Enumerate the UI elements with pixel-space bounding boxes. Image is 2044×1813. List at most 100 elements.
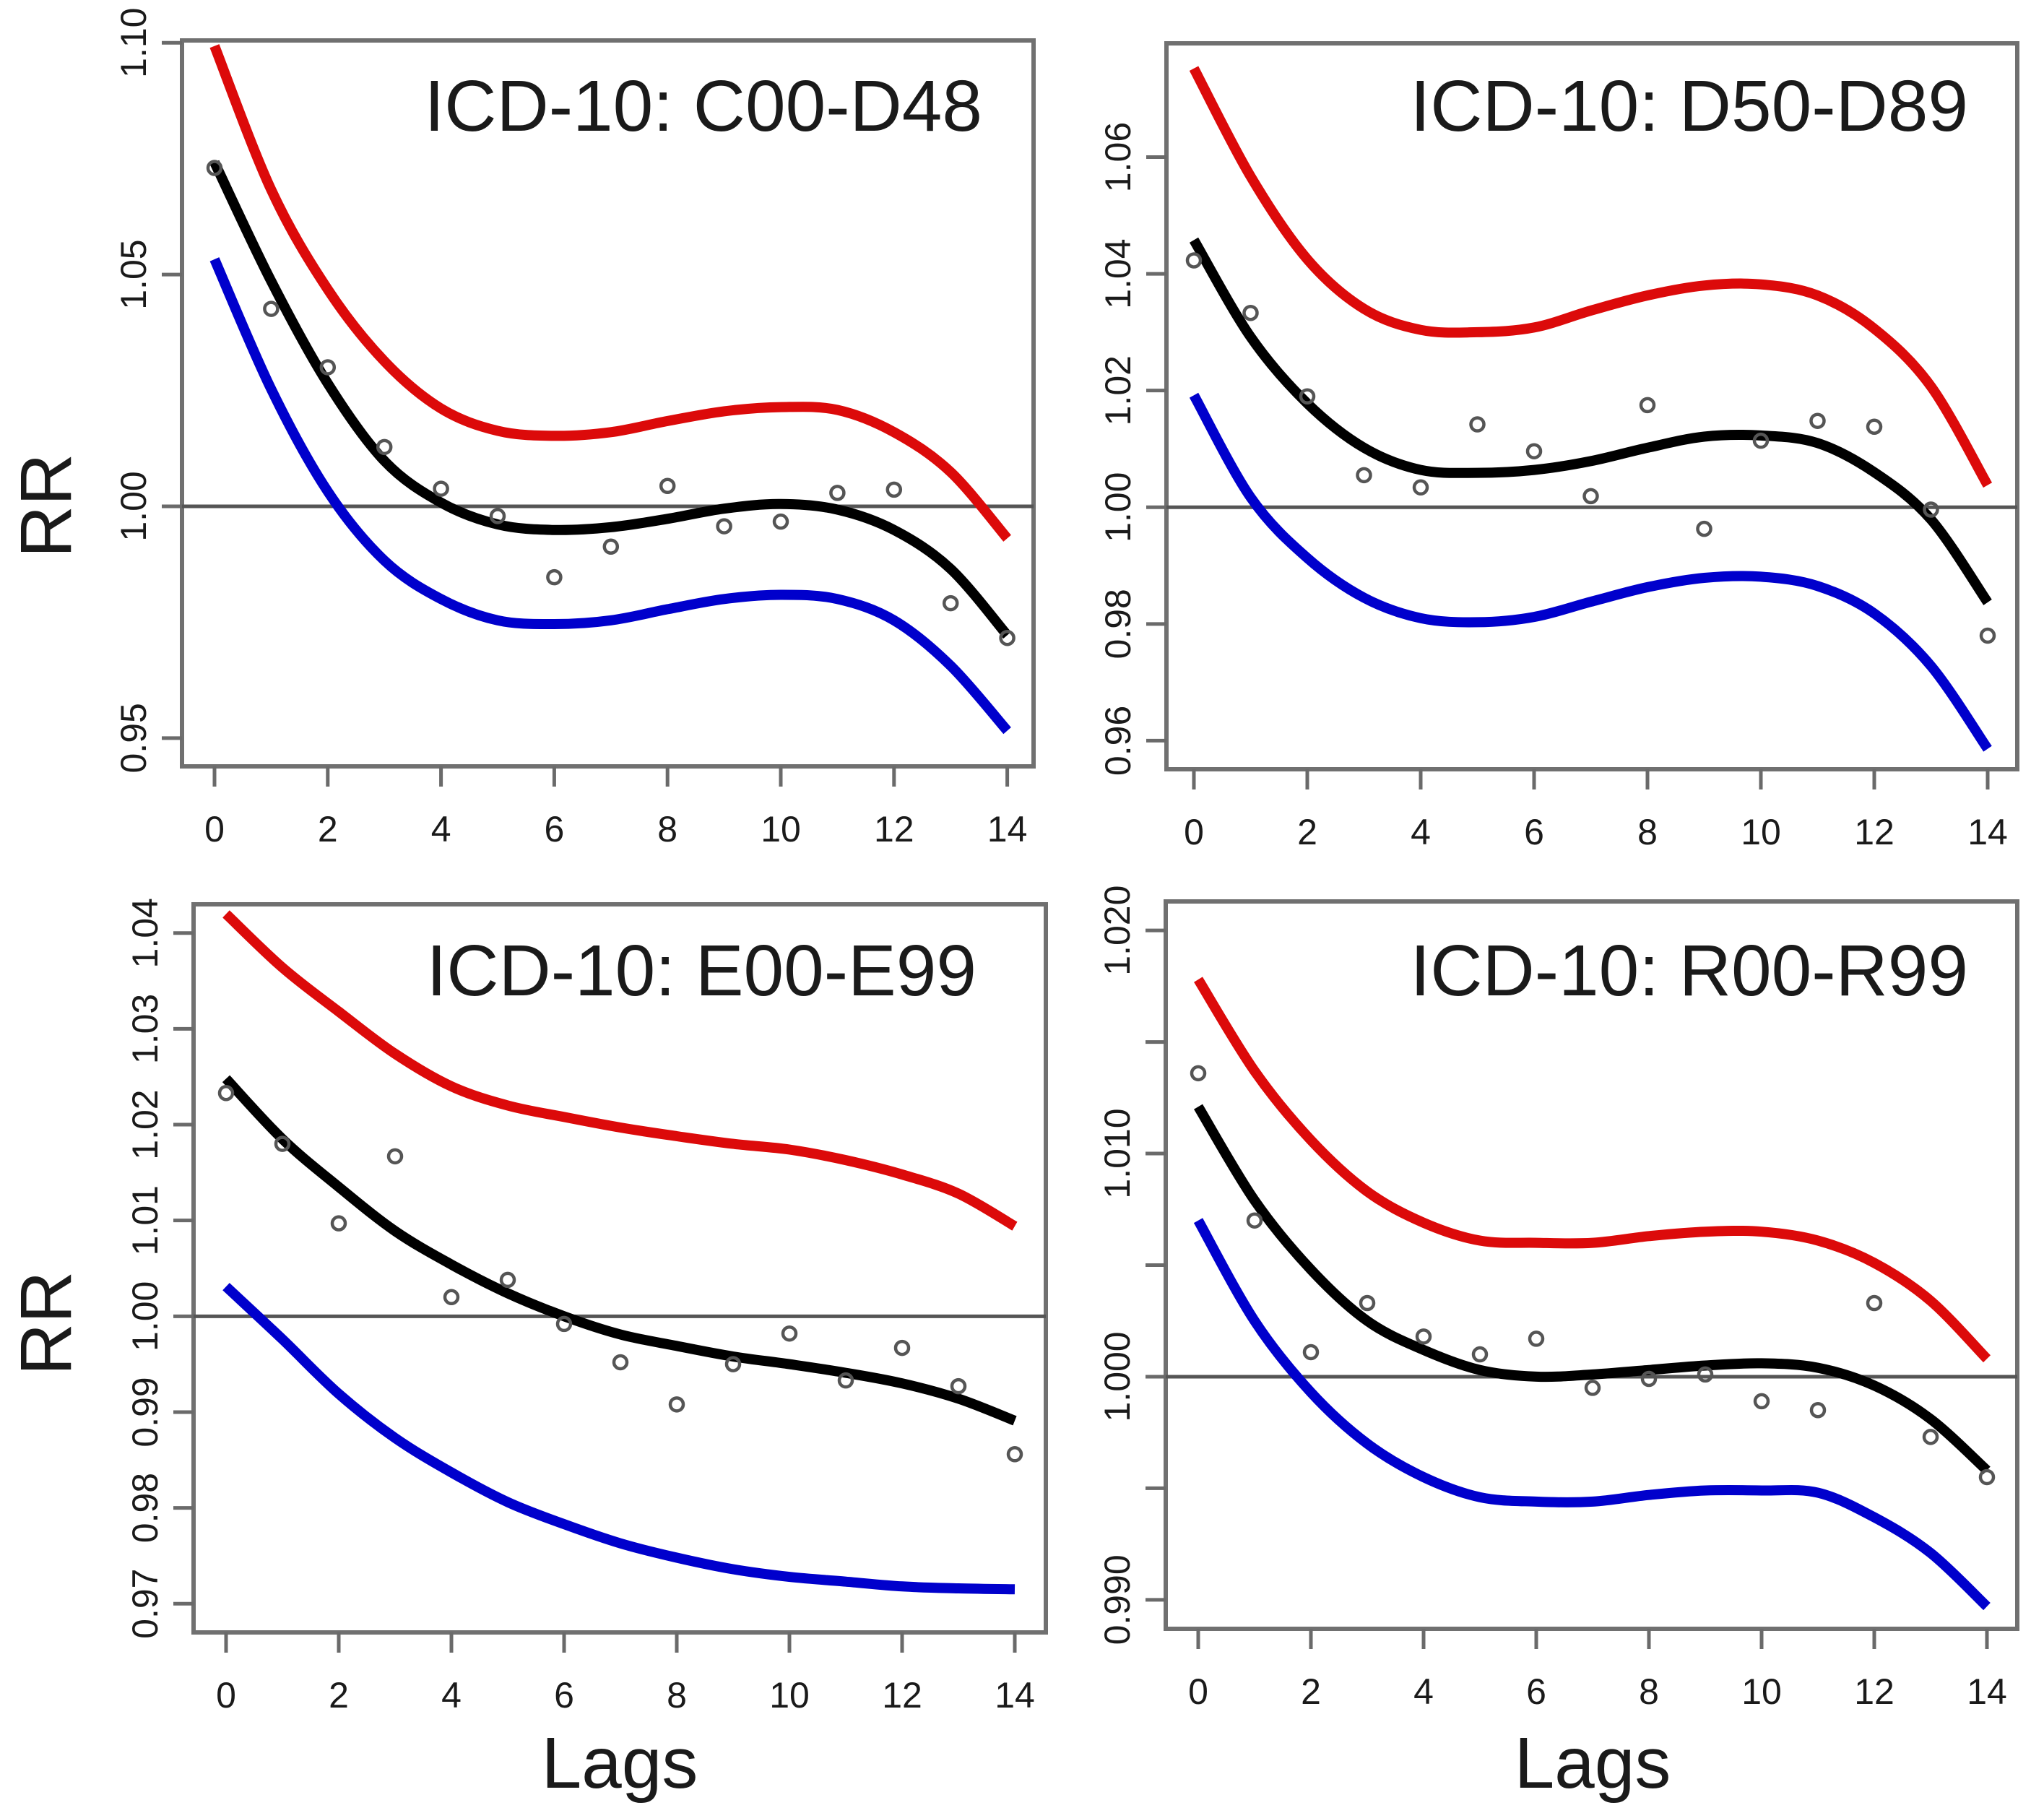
observed-point xyxy=(386,1148,404,1165)
observed-point xyxy=(1525,443,1543,459)
x-tick-label: 6 xyxy=(544,809,564,849)
x-tick-label: 4 xyxy=(1413,1671,1434,1712)
observed-point xyxy=(1471,1346,1489,1363)
y-tick-label: 0.98 xyxy=(1098,589,1138,659)
observed-point xyxy=(546,568,563,586)
y-tick-label: 1.02 xyxy=(125,1089,165,1159)
observed-point xyxy=(376,438,393,456)
y-axis: 0.97 0.98 0.99 1.00 1.01 1.02 1.03 1.04 xyxy=(125,898,194,1639)
series-line-upper-95-ci xyxy=(1194,977,1991,1363)
observed-point xyxy=(1809,412,1826,429)
panel-e00-e99: 0 2 4 6 8 10 12 14 0.97 0.98 0.99 1.00 1.01 1.02 1.03… xyxy=(125,898,1048,1715)
observed-point xyxy=(1299,388,1316,405)
y-tick-label: 0.95 xyxy=(113,703,154,773)
y-tick-label: 1.00 xyxy=(113,471,154,541)
x-tick-label: 6 xyxy=(1524,812,1544,852)
observed-point xyxy=(330,1215,347,1232)
x-tick-label: 12 xyxy=(882,1675,922,1715)
observed-point xyxy=(1697,1366,1714,1383)
observed-point xyxy=(1866,418,1883,436)
observed-point xyxy=(1923,501,1939,518)
x-tick-label: 10 xyxy=(1741,812,1781,852)
observed-point xyxy=(1185,252,1203,269)
x-tick-label: 14 xyxy=(987,809,1028,849)
x-axis-title-right: Lags xyxy=(1515,1723,1671,1804)
y-tick-label: 1.04 xyxy=(1098,238,1138,308)
observed-point xyxy=(1415,1328,1432,1345)
x-tick-label: 14 xyxy=(1967,812,2008,852)
observed-point xyxy=(319,359,337,376)
observed-point xyxy=(1922,1429,1939,1445)
observed-point xyxy=(837,1372,854,1389)
y-tick-label: 0.97 xyxy=(125,1569,165,1639)
y-tick-label: 1.010 xyxy=(1097,1108,1138,1198)
x-axis: 0 2 4 6 8 10 12 14 xyxy=(1188,1629,2007,1712)
observed-point xyxy=(893,1339,911,1356)
x-tick-label: 0 xyxy=(1184,812,1204,852)
x-axis: 0 2 4 6 8 10 12 14 xyxy=(1184,769,2008,852)
x-tick-label: 6 xyxy=(1526,1671,1546,1712)
observed-point xyxy=(659,477,676,494)
series-line-rr-estimate xyxy=(222,1075,1017,1426)
panel-d50-d89: 0 2 4 6 8 10 12 14 0.96 0.98 1.00 1.02 1.04 1.06 ICD… xyxy=(1098,41,2019,852)
x-tick-label: 12 xyxy=(1854,812,1894,852)
y-tick-label: 1.10 xyxy=(113,8,154,78)
y-axis-title-bottom: RR xyxy=(6,1271,87,1375)
observed-point xyxy=(602,538,620,555)
observed-point xyxy=(668,1396,685,1413)
y-tick-label: 1.020 xyxy=(1097,886,1138,976)
x-tick-label: 8 xyxy=(667,1675,687,1715)
observed-point xyxy=(724,1356,742,1372)
observed-point xyxy=(716,518,732,535)
y-tick-label: 0.99 xyxy=(125,1377,165,1447)
observed-point xyxy=(1582,488,1599,505)
y-tick-label: 1.02 xyxy=(1098,355,1138,425)
x-tick-label: 0 xyxy=(216,1675,236,1715)
observed-point xyxy=(829,485,846,501)
x-axis-title-left: Lags xyxy=(542,1723,698,1804)
series-line-lower-95-ci xyxy=(1193,1218,1991,1611)
observed-point xyxy=(433,480,449,497)
observed-point xyxy=(1242,304,1259,321)
observed-point xyxy=(499,1271,516,1289)
observed-point xyxy=(489,508,506,524)
observed-point xyxy=(772,513,789,530)
x-tick-label: 0 xyxy=(1188,1671,1208,1712)
x-tick-label: 4 xyxy=(441,1675,462,1715)
y-tick-label: 1.00 xyxy=(125,1281,165,1351)
x-tick-label: 6 xyxy=(554,1675,574,1715)
series-line-upper-95-ci xyxy=(222,910,1018,1231)
observed-point xyxy=(1753,1393,1770,1410)
x-tick-label: 10 xyxy=(761,809,801,849)
x-tick-label: 0 xyxy=(204,809,225,849)
observed-point xyxy=(206,160,223,176)
x-axis: 0 2 4 6 8 10 12 14 xyxy=(204,766,1027,849)
x-tick-label: 4 xyxy=(1411,812,1431,852)
observed-point xyxy=(1190,1065,1207,1082)
series-line-lower-95-ci xyxy=(222,1283,1015,1595)
series-line-upper-95-ci xyxy=(209,44,1011,542)
observed-point xyxy=(1469,416,1486,433)
plot-frame xyxy=(180,38,1036,769)
x-tick-label: 2 xyxy=(329,1675,349,1715)
x-tick-label: 14 xyxy=(995,1675,1035,1715)
plot-frame xyxy=(191,902,1048,1635)
panel-title: ICD-10: E00-E99 xyxy=(427,930,976,1011)
observed-point xyxy=(1006,1446,1023,1463)
observed-point xyxy=(1866,1294,1883,1312)
observed-point xyxy=(1639,397,1656,414)
observed-point xyxy=(1640,1370,1658,1388)
y-axis: 0.95 1.00 1.05 1.10 xyxy=(113,8,182,774)
x-tick-label: 2 xyxy=(1301,1671,1321,1712)
x-axis: 0 2 4 6 8 10 12 14 xyxy=(216,1632,1035,1715)
observed-point xyxy=(1359,1294,1376,1312)
series-line-rr-estimate xyxy=(1194,1104,1991,1474)
y-tick-label: 1.000 xyxy=(1097,1331,1138,1422)
series-layer xyxy=(1190,977,1996,1611)
observed-point xyxy=(1412,479,1429,496)
observed-point xyxy=(217,1085,235,1102)
x-tick-label: 8 xyxy=(1639,1671,1659,1712)
x-tick-label: 2 xyxy=(1297,812,1317,852)
observed-point xyxy=(942,594,959,612)
